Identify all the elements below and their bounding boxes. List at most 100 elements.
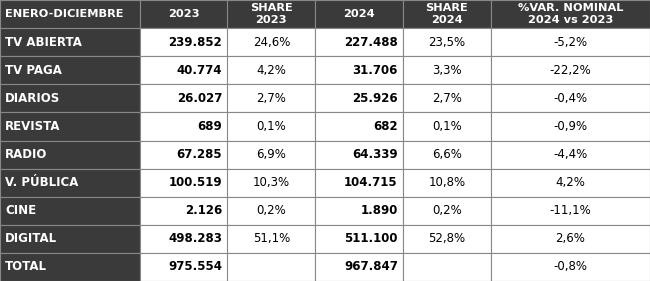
Bar (227, 169, 315, 197)
Bar (315, 112, 403, 140)
Bar (140, 225, 228, 253)
Bar (0, 56, 140, 84)
Bar (0, 0, 140, 28)
Bar (315, 28, 403, 56)
Text: 31.706: 31.706 (352, 64, 398, 77)
Bar (491, 0, 650, 28)
Text: -22,2%: -22,2% (549, 64, 592, 77)
Text: 4,2%: 4,2% (556, 176, 585, 189)
Bar (315, 225, 403, 253)
Bar (140, 112, 228, 140)
Bar (315, 253, 403, 281)
Text: 6,9%: 6,9% (257, 148, 286, 161)
Bar (140, 28, 228, 56)
Text: 100.519: 100.519 (168, 176, 222, 189)
Text: -0,8%: -0,8% (553, 260, 588, 273)
Bar (0, 169, 140, 197)
Text: 682: 682 (373, 120, 398, 133)
Text: 0,2%: 0,2% (432, 204, 461, 217)
Bar (227, 253, 315, 281)
Text: 3,3%: 3,3% (432, 64, 461, 77)
Bar (315, 84, 403, 112)
Bar (491, 84, 650, 112)
Bar (403, 197, 491, 225)
Bar (227, 197, 315, 225)
Bar (0, 253, 140, 281)
Text: 498.283: 498.283 (168, 232, 222, 245)
Text: 67.285: 67.285 (177, 148, 222, 161)
Bar (491, 253, 650, 281)
Text: TV ABIERTA: TV ABIERTA (5, 36, 82, 49)
Text: SHARE
2024: SHARE 2024 (426, 3, 468, 25)
Text: SHARE
2023: SHARE 2023 (250, 3, 292, 25)
Text: DIARIOS: DIARIOS (5, 92, 60, 105)
Bar (403, 169, 491, 197)
Bar (315, 197, 403, 225)
Bar (491, 225, 650, 253)
Bar (315, 140, 403, 169)
Text: 24,6%: 24,6% (253, 36, 290, 49)
Text: 975.554: 975.554 (168, 260, 222, 273)
Text: 23,5%: 23,5% (428, 36, 465, 49)
Text: REVISTA: REVISTA (5, 120, 60, 133)
Text: %VAR. NOMINAL
2024 vs 2023: %VAR. NOMINAL 2024 vs 2023 (517, 3, 623, 25)
Text: RADIO: RADIO (5, 148, 47, 161)
Bar (0, 225, 140, 253)
Text: 6,6%: 6,6% (432, 148, 461, 161)
Bar (403, 253, 491, 281)
Bar (0, 28, 140, 56)
Text: 0,2%: 0,2% (257, 204, 286, 217)
Bar (227, 0, 315, 28)
Bar (0, 140, 140, 169)
Text: 511.100: 511.100 (344, 232, 398, 245)
Bar (403, 225, 491, 253)
Text: 104.715: 104.715 (344, 176, 398, 189)
Text: DIGITAL: DIGITAL (5, 232, 57, 245)
Bar (227, 140, 315, 169)
Bar (491, 140, 650, 169)
Text: -0,4%: -0,4% (553, 92, 588, 105)
Text: 689: 689 (198, 120, 222, 133)
Bar (140, 253, 228, 281)
Text: 227.488: 227.488 (344, 36, 398, 49)
Bar (140, 56, 228, 84)
Bar (0, 112, 140, 140)
Text: -11,1%: -11,1% (549, 204, 592, 217)
Bar (227, 84, 315, 112)
Text: 51,1%: 51,1% (253, 232, 290, 245)
Text: TOTAL: TOTAL (5, 260, 47, 273)
Bar (403, 140, 491, 169)
Text: 2,7%: 2,7% (257, 92, 286, 105)
Text: 4,2%: 4,2% (257, 64, 286, 77)
Text: 2024: 2024 (343, 9, 375, 19)
Bar (403, 112, 491, 140)
Text: 10,8%: 10,8% (428, 176, 465, 189)
Bar (403, 84, 491, 112)
Bar (140, 0, 228, 28)
Bar (491, 169, 650, 197)
Bar (0, 197, 140, 225)
Text: 26.027: 26.027 (177, 92, 222, 105)
Text: 25.926: 25.926 (352, 92, 398, 105)
Bar (315, 169, 403, 197)
Bar (315, 56, 403, 84)
Text: 64.339: 64.339 (352, 148, 398, 161)
Bar (140, 169, 228, 197)
Bar (491, 112, 650, 140)
Bar (403, 28, 491, 56)
Text: 2,7%: 2,7% (432, 92, 461, 105)
Bar (140, 197, 228, 225)
Text: -4,4%: -4,4% (553, 148, 588, 161)
Text: TV PAGA: TV PAGA (5, 64, 62, 77)
Text: 40.774: 40.774 (177, 64, 222, 77)
Text: CINE: CINE (5, 204, 36, 217)
Text: 52,8%: 52,8% (428, 232, 465, 245)
Bar (403, 0, 491, 28)
Text: 10,3%: 10,3% (253, 176, 290, 189)
Bar (315, 0, 403, 28)
Text: -5,2%: -5,2% (553, 36, 588, 49)
Text: ENERO-DICIEMBRE: ENERO-DICIEMBRE (5, 9, 124, 19)
Bar (491, 56, 650, 84)
Bar (0, 84, 140, 112)
Bar (227, 225, 315, 253)
